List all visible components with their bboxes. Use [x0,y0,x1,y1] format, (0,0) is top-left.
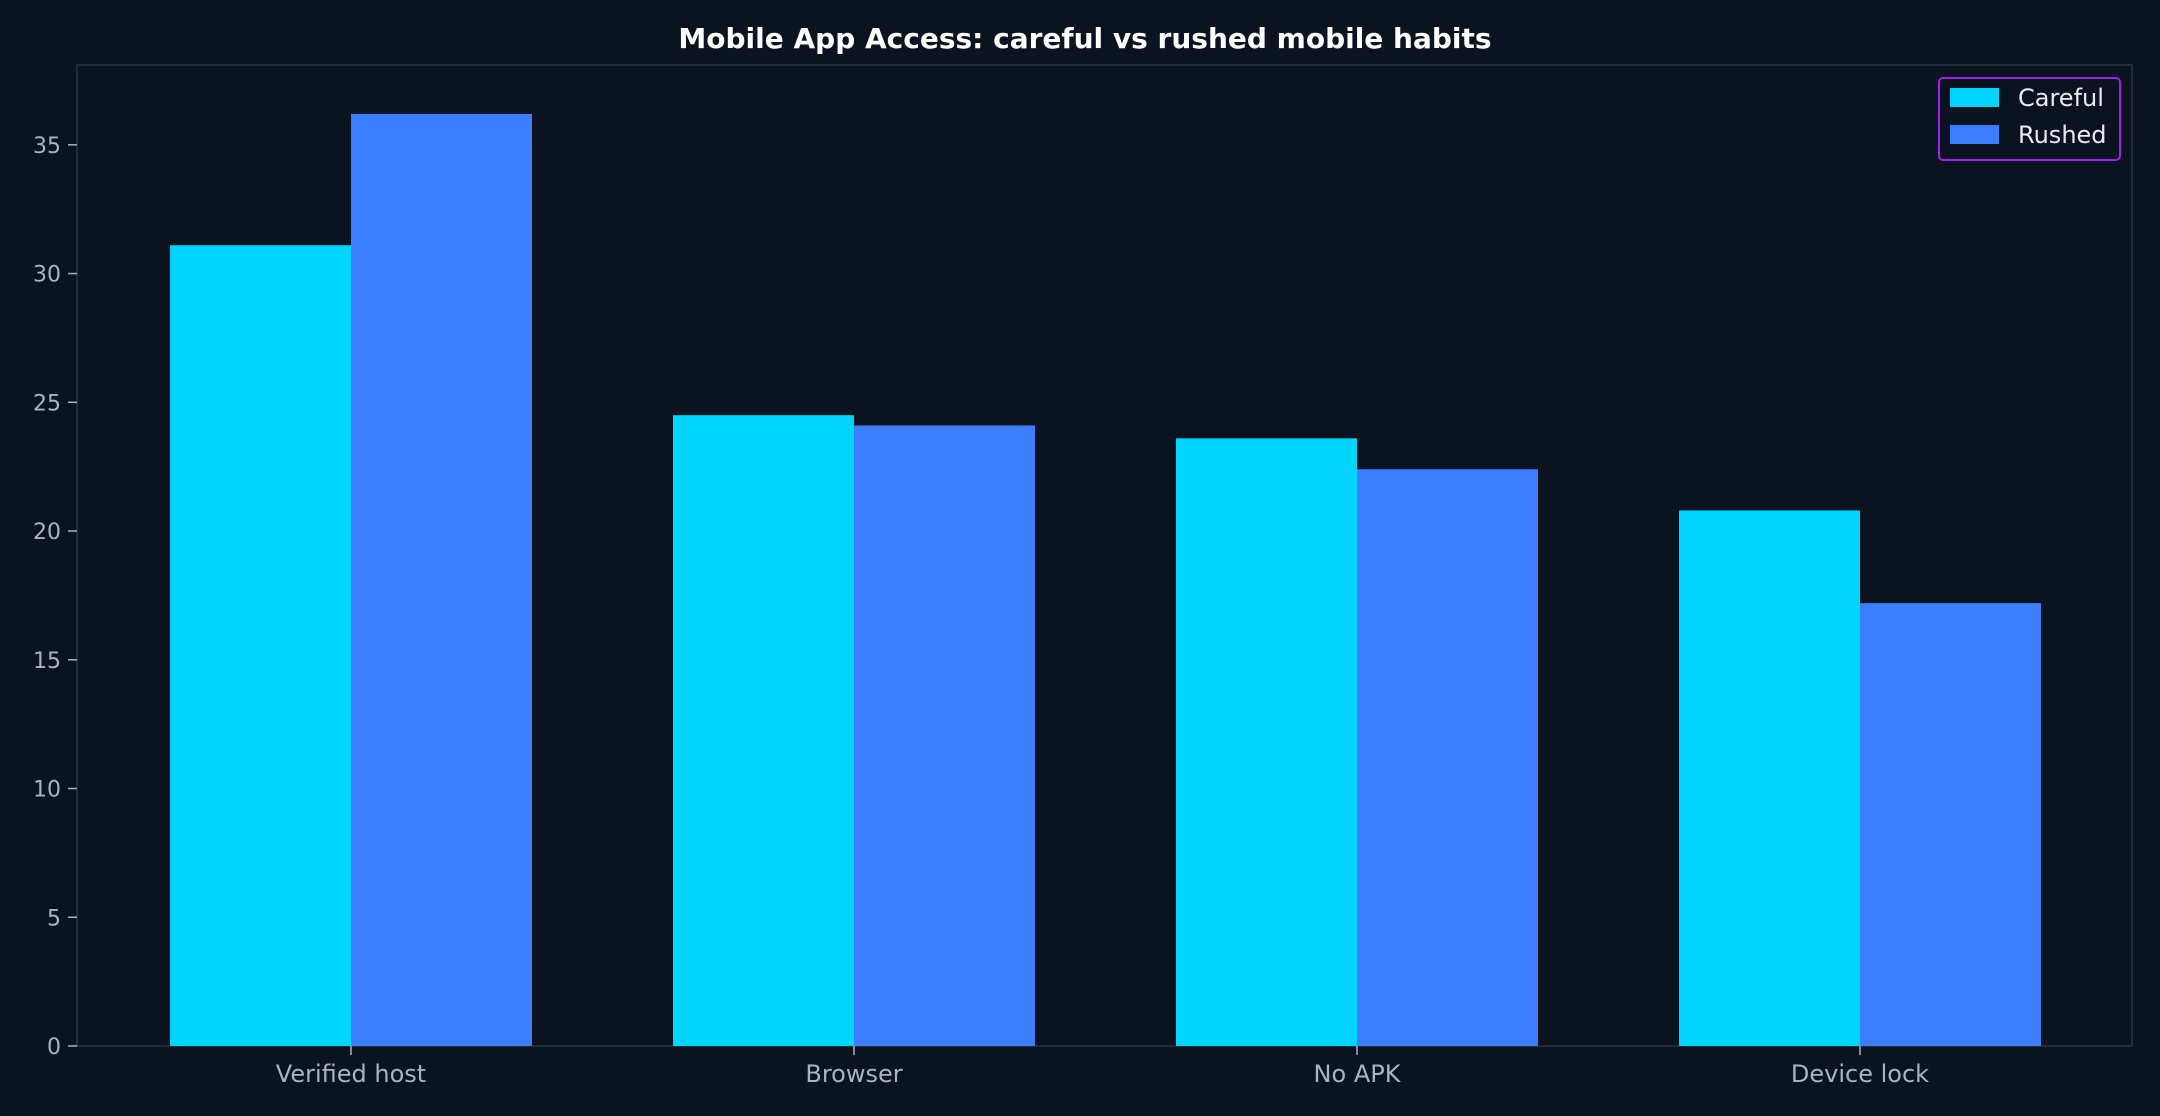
y-tick-label: 0 [47,1035,61,1060]
legend: Careful Rushed [1938,77,2121,161]
bar-careful-0 [170,245,351,1047]
bar-careful-3 [1679,510,1860,1047]
x-tick-label: Browser [805,1060,902,1088]
x-tick-label: Device lock [1791,1060,1929,1088]
legend-label-careful: Careful [2018,84,2104,112]
y-tick-label: 10 [33,778,61,803]
bar-rushed-1 [854,425,1035,1047]
y-tick-label: 20 [33,520,61,545]
x-tick-label: No APK [1314,1060,1402,1088]
legend-swatch-rushed [1950,125,1999,144]
y-tick-label: 35 [33,134,61,159]
bar-careful-2 [1176,438,1357,1047]
bar-rushed-0 [351,113,532,1046]
y-axis: 0 5 10 15 20 25 30 35 [33,134,77,1060]
y-tick-label: 25 [33,391,61,416]
legend-swatch-careful [1950,88,1999,107]
bar-rushed-3 [1860,603,2041,1046]
y-tick-label: 15 [33,649,61,674]
legend-label-rushed: Rushed [2018,121,2107,149]
bar-careful-1 [673,415,854,1046]
bars-group [170,113,2041,1047]
y-tick-label: 30 [33,263,61,288]
plot-frame [76,64,2133,1047]
x-tick-label: Verified host [276,1060,426,1088]
y-tick-label: 5 [47,906,61,931]
chart-title: Mobile App Access: careful vs rushed mob… [678,22,1491,55]
x-axis: Verified host Browser No APK Device lock [276,1046,1929,1088]
bar-rushed-2 [1357,469,1538,1046]
